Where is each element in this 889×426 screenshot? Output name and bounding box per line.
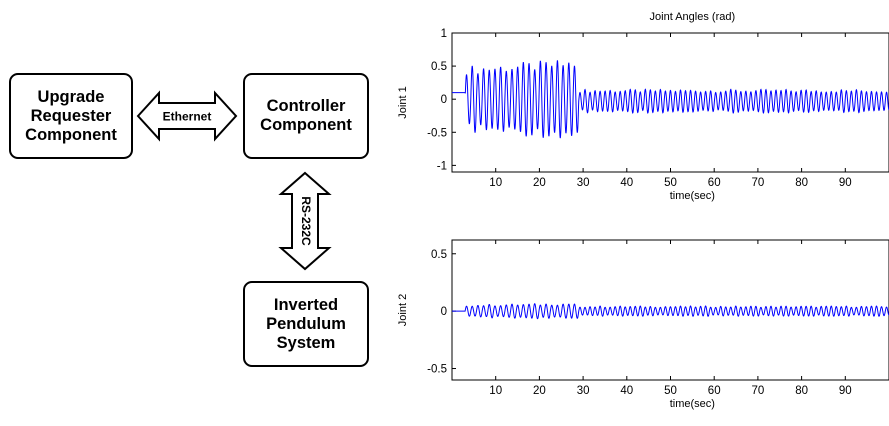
controller-block: Controller Component: [243, 73, 369, 159]
inverted-pendulum-block: Inverted Pendulum System: [243, 281, 369, 367]
y-axis-label: Joint 2: [397, 294, 409, 326]
ethernet-link-arrow: Ethernet: [136, 90, 238, 142]
chart-title: Joint Angles (rad): [650, 11, 736, 23]
joint1-series-line: [452, 60, 889, 139]
x-tick-label: 70: [752, 385, 765, 397]
double-arrow-horizontal-icon: [136, 90, 238, 142]
y-axis-label: Joint 1: [397, 86, 409, 118]
y-tick-label: 0.5: [431, 249, 447, 261]
x-tick-label: 40: [620, 177, 633, 189]
x-axis-label: time(sec): [670, 398, 715, 410]
y-tick-label: -0.5: [427, 127, 447, 139]
x-axis-label: time(sec): [670, 190, 715, 202]
x-tick-label: 70: [752, 177, 765, 189]
joint2-subplot: 10 20 30 40 50 60 70 80 90 -0.5 0 0.5 Joint 2 time(…: [397, 239, 889, 410]
serial-link-arrow: RS-232C: [278, 171, 332, 271]
x-tick-label: 80: [795, 177, 808, 189]
x-tick-label: 60: [708, 177, 721, 189]
serial-link-label: RS-232C: [299, 196, 313, 246]
x-tick-label: 10: [489, 177, 502, 189]
joint2-series-line: [452, 303, 889, 320]
y-tick-label: 0.5: [431, 61, 447, 73]
plot-frame: [451, 32, 889, 173]
x-tick-label: 30: [577, 177, 590, 189]
x-tick-label: 40: [620, 385, 633, 397]
upgrade-requester-block: Upgrade Requester Component: [9, 73, 133, 159]
x-tick-label: 20: [533, 177, 546, 189]
ethernet-link-label: Ethernet: [163, 110, 212, 124]
x-tick-label: 30: [577, 385, 590, 397]
x-tick-label: 20: [533, 385, 546, 397]
double-arrow-vertical-icon: [278, 171, 332, 271]
x-tick-label: 50: [664, 385, 677, 397]
controller-label: Controller Component: [260, 97, 352, 134]
x-tick-label: 80: [795, 385, 808, 397]
y-tick-label: 1: [441, 28, 447, 40]
x-tick-label: 10: [489, 385, 502, 397]
upgrade-requester-label: Upgrade Requester Component: [25, 87, 117, 144]
x-tick-label: 90: [839, 177, 852, 189]
plot-frame: [451, 239, 889, 381]
inverted-pendulum-label: Inverted Pendulum System: [266, 295, 346, 352]
y-tick-label: 0: [441, 94, 447, 106]
x-tick-label: 90: [839, 385, 852, 397]
joint1-subplot: Joint Angles (rad) 10 20 30 40 50 60 70 80 90-1-…: [397, 11, 889, 202]
x-tick-label: 50: [664, 177, 677, 189]
y-tick-label: 0: [441, 306, 447, 318]
y-tick-label: -0.5: [427, 364, 447, 376]
y-tick-label: -1: [437, 160, 447, 172]
joint-angles-figure: Joint Angles (rad) 10 20 30 40 50 60 70 80 90-1-…: [397, 11, 889, 410]
x-tick-label: 60: [708, 385, 721, 397]
